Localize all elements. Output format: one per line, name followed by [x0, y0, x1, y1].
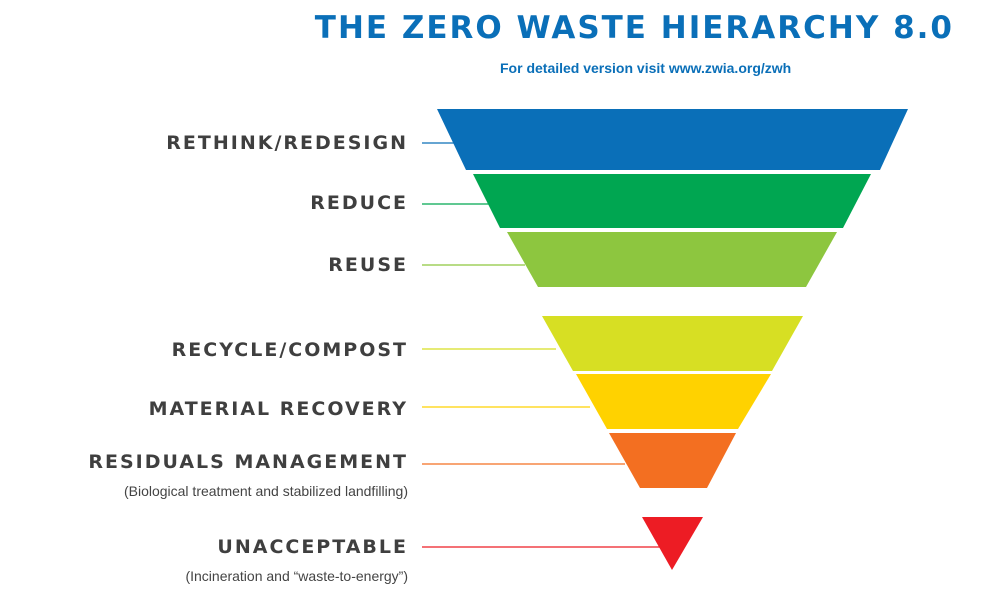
note-unacceptable: (Incineration and “waste-to-energy”) — [185, 568, 408, 584]
label-recycle-compost: RECYCLE/COMPOST — [171, 339, 408, 361]
label-rethink-redesign: RETHINK/REDESIGN — [166, 132, 408, 154]
band-unacceptable — [642, 517, 703, 570]
label-reuse: REUSE — [328, 254, 408, 276]
label-residuals-management: RESIDUALS MANAGEMENT — [88, 451, 408, 473]
band-material-recovery — [576, 374, 771, 429]
band-recycle-compost — [542, 316, 803, 371]
band-residuals-management — [609, 433, 736, 488]
note-residuals-management: (Biological treatment and stabilized lan… — [123, 483, 408, 499]
diagram-title: THE ZERO WASTE HIERARCHY 8.0 — [314, 10, 954, 46]
diagram-subtitle: For detailed version visit www.zwia.org/… — [500, 60, 792, 76]
label-unacceptable: UNACCEPTABLE — [217, 536, 408, 558]
label-material-recovery: MATERIAL RECOVERY — [148, 398, 408, 420]
label-reduce: REDUCE — [310, 192, 408, 214]
band-reuse — [507, 232, 837, 287]
band-reduce — [473, 174, 871, 228]
band-rethink-redesign — [437, 109, 908, 170]
